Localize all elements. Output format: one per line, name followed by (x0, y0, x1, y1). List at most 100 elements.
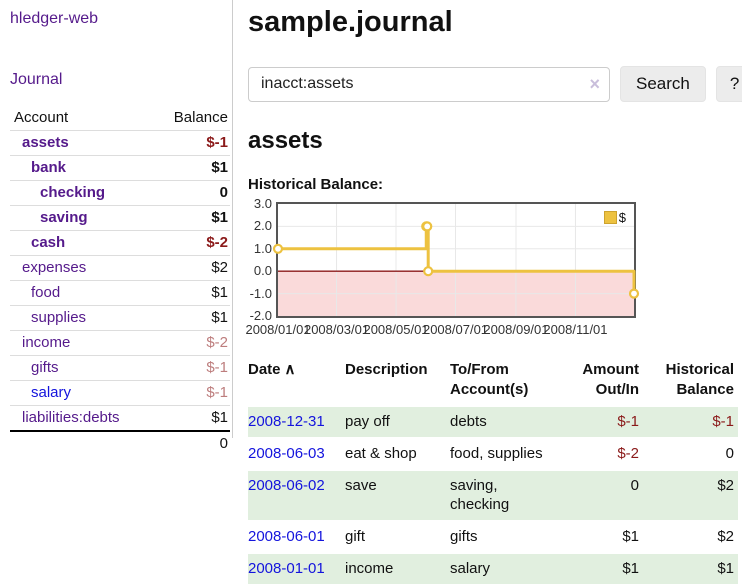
transaction-date-link[interactable]: 2008-01-01 (248, 560, 325, 577)
help-button[interactable]: ? (715, 66, 742, 102)
account-balance: $2 (211, 259, 228, 276)
account-row: income $-2 (10, 330, 230, 356)
sidebar-account-link-cash[interactable]: cash (31, 234, 66, 251)
search-input[interactable] (248, 66, 610, 102)
transaction-date-link[interactable]: 2008-06-03 (248, 445, 325, 462)
transaction-accounts: saving, checking (450, 470, 560, 522)
transaction-accounts: salary (450, 553, 560, 586)
y-axis-tick-label: 0.0 (253, 263, 272, 279)
account-row: saving $1 (10, 205, 230, 231)
account-balance: $-1 (206, 384, 228, 401)
sidebar-account-link-bank[interactable]: bank (31, 159, 67, 176)
transaction-amount: $-1 (560, 407, 649, 439)
account-row: expenses $2 (10, 255, 230, 281)
balance-chart: $ 3.0 2.0 1.0 0.0 -1.0 -2.0 2008/01/01 2008/03… (245, 196, 738, 344)
legend-label: $ (618, 210, 626, 225)
sidebar-account-link-food[interactable]: food (31, 284, 61, 301)
sidebar-account-link-salary[interactable]: salary (31, 384, 72, 401)
search-box: × (248, 66, 610, 102)
transaction-description: eat & shop (345, 438, 450, 471)
sidebar-account-link-checking[interactable]: checking (40, 184, 106, 201)
accounts-header-balance: Balance (173, 109, 228, 126)
transaction-date-link[interactable]: 2008-12-31 (248, 413, 325, 430)
chart-title: Historical Balance: (248, 176, 384, 193)
account-balance: $-1 (206, 134, 228, 151)
account-row: checking 0 (10, 180, 230, 206)
transaction-date-link[interactable]: 2008-06-01 (248, 528, 325, 545)
transaction-date-link[interactable]: 2008-06-02 (248, 477, 325, 494)
transaction-balance: $2 (649, 521, 738, 554)
y-axis-tick-label: 2.0 (253, 218, 272, 234)
x-axis-tick-label: 2008/01/01 (245, 322, 311, 337)
register-table: Date ∧ Description To/From Account(s) Amou… (248, 358, 738, 586)
sidebar-account-link-gifts[interactable]: gifts (31, 359, 59, 376)
sidebar-item-journal[interactable]: Journal (10, 71, 63, 88)
column-header-date[interactable]: Date ∧ (248, 361, 296, 378)
transaction-balance: 0 (649, 438, 738, 471)
sidebar: hledger-web Journal Account Balance asse… (0, 0, 232, 456)
chart-plot-area: $ (272, 202, 640, 318)
y-axis-tick-label: 1.0 (253, 240, 272, 256)
register-row: 2008-06-02 save saving, checking 0 $2 (248, 470, 738, 522)
transaction-accounts: debts (450, 407, 560, 439)
transaction-amount: 0 (560, 470, 649, 522)
sidebar-account-link-income[interactable]: income (22, 334, 71, 351)
search-button[interactable]: Search (620, 66, 706, 102)
accounts-tbody: assets $-1 bank $1 checking 0 saving $1 cash $-2 e… (10, 130, 230, 432)
account-title: assets (248, 127, 323, 154)
account-balance: $1 (211, 309, 228, 326)
sort-asc-icon: ∧ (284, 361, 296, 378)
register-row: 2008-06-03 eat & shop food, supplies $-2 0 (248, 438, 738, 471)
main-content: sample.journal × Search ? assets Histori… (245, 0, 742, 586)
account-row: bank $1 (10, 155, 230, 181)
legend-swatch-icon (603, 211, 617, 224)
register-row: 2008-12-31 pay off debts $-1 $-1 (248, 407, 738, 439)
account-row: food $1 (10, 280, 230, 306)
account-row: liabilities:debts $1 (10, 405, 230, 432)
register-row: 2008-01-01 income salary $1 $1 (248, 553, 738, 586)
register-tbody: 2008-12-31 pay off debts $-1 $-1 2008-06-03 ea… (248, 407, 738, 586)
transaction-balance: $-1 (649, 407, 738, 439)
account-row: gifts $-1 (10, 355, 230, 381)
account-row: assets $-1 (10, 130, 230, 156)
account-balance: $1 (211, 159, 228, 176)
register-header-row: Date ∧ Description To/From Account(s) Amou… (248, 358, 738, 407)
x-axis-tick-label: 2008/09/01 (483, 322, 549, 337)
sidebar-account-link-liabilities-debts[interactable]: liabilities:debts (22, 409, 120, 426)
accounts-total-row: 0 (10, 431, 230, 456)
account-row: cash $-2 (10, 230, 230, 256)
account-row: supplies $1 (10, 305, 230, 331)
transaction-accounts: food, supplies (450, 438, 560, 471)
accounts-header-account: Account (14, 109, 69, 126)
account-balance: $1 (211, 409, 228, 426)
clear-search-icon[interactable]: × (589, 73, 600, 94)
account-balance: $-2 (206, 234, 228, 251)
transaction-amount: $-2 (560, 438, 649, 471)
transaction-description: income (345, 553, 450, 586)
transaction-balance: $1 (649, 553, 738, 586)
transaction-description: gift (345, 521, 450, 554)
x-axis-tick-label: 2008/11/01 (543, 322, 608, 337)
transaction-amount: $1 (560, 521, 649, 554)
sidebar-account-link-assets[interactable]: assets (22, 134, 69, 151)
accounts-table: Account Balance assets $-1 bank $1 checking 0… (10, 106, 230, 456)
account-row: salary $-1 (10, 380, 230, 406)
sidebar-account-link-expenses[interactable]: expenses (22, 259, 87, 276)
chart-legend: $ (603, 210, 626, 225)
register-row: 2008-06-01 gift gifts $1 $2 (248, 521, 738, 554)
accounts-total-value: 0 (219, 435, 228, 452)
column-header-amount: Amount Out/In (582, 361, 639, 398)
x-axis-tick-label: 2008/07/01 (422, 322, 489, 337)
y-axis-tick-label: -1.0 (249, 285, 272, 301)
column-header-description: Description (345, 361, 428, 378)
account-balance: $-2 (206, 334, 228, 351)
column-header-balance: Historical Balance (665, 361, 734, 398)
page-title: sample.journal (248, 6, 453, 38)
sidebar-account-link-supplies[interactable]: supplies (31, 309, 87, 326)
app-title-link[interactable]: hledger-web (10, 10, 99, 27)
sidebar-account-link-saving[interactable]: saving (40, 209, 88, 226)
account-balance: $1 (211, 284, 228, 301)
x-axis-tick-label: 2008/05/01 (363, 322, 429, 337)
chart-canvas (272, 204, 640, 316)
accounts-header-row: Account Balance (10, 106, 230, 131)
